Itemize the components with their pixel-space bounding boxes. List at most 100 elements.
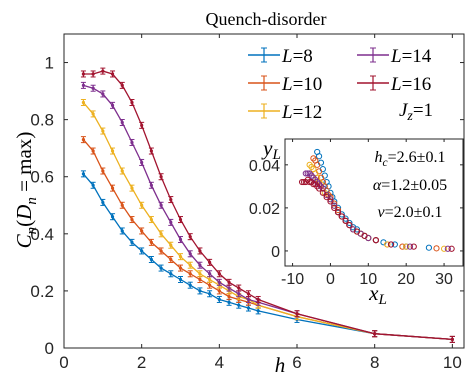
data-point bbox=[217, 297, 221, 302]
inset-data-point bbox=[338, 213, 345, 220]
data-point bbox=[101, 69, 105, 73]
inset-data-point bbox=[387, 241, 395, 248]
inset-y-tick-label: 0 bbox=[271, 244, 280, 261]
inset-y-tick-label: 0.04 bbox=[249, 158, 280, 175]
data-point bbox=[237, 286, 241, 290]
data-point bbox=[91, 149, 95, 153]
data-point bbox=[120, 169, 124, 173]
series-line bbox=[82, 173, 453, 341]
data-point bbox=[120, 120, 124, 125]
inset-data-point bbox=[384, 241, 391, 248]
legend: L=8 L=10 L=12 L=14 L=16 bbox=[248, 46, 432, 123]
inset-data-point bbox=[425, 244, 433, 251]
series-line bbox=[82, 139, 453, 341]
inset-frame bbox=[284, 138, 464, 267]
data-point bbox=[169, 257, 173, 262]
inset-data-point bbox=[444, 245, 451, 252]
inset-data-point bbox=[448, 245, 455, 252]
legend-item: L=8 bbox=[248, 46, 313, 67]
legend-item: L=10 bbox=[248, 74, 322, 95]
data-point bbox=[91, 86, 95, 90]
series-line bbox=[83, 84, 453, 341]
x-tick-label: 8 bbox=[370, 353, 379, 372]
data-point bbox=[149, 257, 153, 262]
data-point bbox=[227, 286, 231, 290]
data-point bbox=[198, 289, 202, 293]
data-point bbox=[178, 255, 183, 259]
inset-data-point bbox=[334, 209, 342, 216]
data-point bbox=[159, 175, 163, 179]
data-point bbox=[120, 83, 124, 87]
data-point bbox=[217, 272, 221, 276]
data-point bbox=[81, 72, 86, 76]
inset-data-point bbox=[440, 245, 448, 252]
legend-label: L=12 bbox=[281, 102, 322, 123]
data-point bbox=[246, 292, 251, 296]
data-point bbox=[169, 243, 173, 247]
data-point bbox=[178, 277, 183, 282]
main-axis-ticks: 0 2 4 6 8 10 0 0.2 0.4 0.6 0.8 1 bbox=[30, 34, 464, 372]
data-point bbox=[130, 100, 134, 105]
data-point bbox=[130, 186, 134, 190]
data-point bbox=[208, 272, 212, 276]
data-point bbox=[159, 232, 163, 236]
data-point bbox=[295, 312, 299, 316]
legend-label: L=10 bbox=[281, 74, 322, 95]
main-xlabel: h bbox=[275, 353, 286, 377]
data-point bbox=[208, 283, 212, 287]
legend-item: L=14 bbox=[357, 46, 432, 67]
x-tick-label: 4 bbox=[215, 353, 224, 372]
data-point bbox=[198, 277, 202, 282]
data-point bbox=[227, 300, 231, 304]
legend-label: L=16 bbox=[390, 74, 431, 95]
inset-x-tick-label: 0 bbox=[326, 271, 335, 288]
y-tick-label: 0 bbox=[45, 339, 54, 358]
inset-x-tick-label: -10 bbox=[281, 271, 304, 288]
inset-data-point bbox=[298, 178, 306, 186]
data-point bbox=[140, 203, 144, 207]
data-point bbox=[149, 183, 153, 187]
data-point bbox=[188, 252, 192, 256]
data-point bbox=[101, 92, 105, 96]
inset-annotations: hc=2.6±0.1 α=1.2±0.05 ν=2.0±0.1 bbox=[373, 149, 447, 221]
data-point bbox=[149, 240, 153, 244]
data-point bbox=[246, 297, 251, 302]
inset-data-point bbox=[353, 228, 361, 235]
y-tick-label: 0.6 bbox=[30, 168, 54, 187]
data-point bbox=[149, 149, 153, 153]
data-point bbox=[169, 272, 173, 276]
main-ylabel: Cn(Dn = max) bbox=[12, 132, 40, 249]
data-point bbox=[373, 332, 377, 336]
y-tick-label: 1 bbox=[45, 54, 54, 73]
data-point bbox=[140, 229, 144, 233]
inset-data-point bbox=[315, 185, 323, 192]
inset-data-point bbox=[319, 185, 326, 192]
inset-data-point bbox=[361, 232, 368, 239]
data-point bbox=[149, 217, 153, 222]
inset-x-tick-label: 10 bbox=[359, 271, 377, 288]
data-point bbox=[159, 249, 163, 253]
data-point bbox=[140, 249, 144, 253]
inset-data-point bbox=[346, 222, 353, 229]
data-point bbox=[256, 297, 260, 302]
data-point bbox=[198, 263, 202, 267]
data-point bbox=[101, 169, 105, 173]
inset-data-point bbox=[403, 243, 410, 250]
chart-title: Quench-disorder bbox=[206, 9, 327, 29]
inset-annotation: hc=2.6±0.1 bbox=[375, 149, 446, 169]
inset-series-L-16 bbox=[298, 176, 455, 252]
series-L-16 bbox=[80, 67, 455, 343]
inset-data-point bbox=[372, 237, 379, 244]
x-tick-label: 0 bbox=[59, 353, 68, 372]
inset-data-point bbox=[399, 243, 406, 250]
data-point bbox=[110, 72, 115, 76]
inset-data-point bbox=[302, 170, 309, 177]
series-line bbox=[83, 70, 453, 341]
inset-y-tick-label: 0.02 bbox=[249, 201, 280, 218]
data-point bbox=[227, 295, 231, 299]
inset-annotation: ν=2.0±0.1 bbox=[378, 204, 443, 221]
data-point bbox=[178, 217, 183, 222]
data-point bbox=[256, 309, 260, 313]
legend-label: L=14 bbox=[390, 46, 432, 67]
inset-data-point bbox=[331, 204, 338, 211]
